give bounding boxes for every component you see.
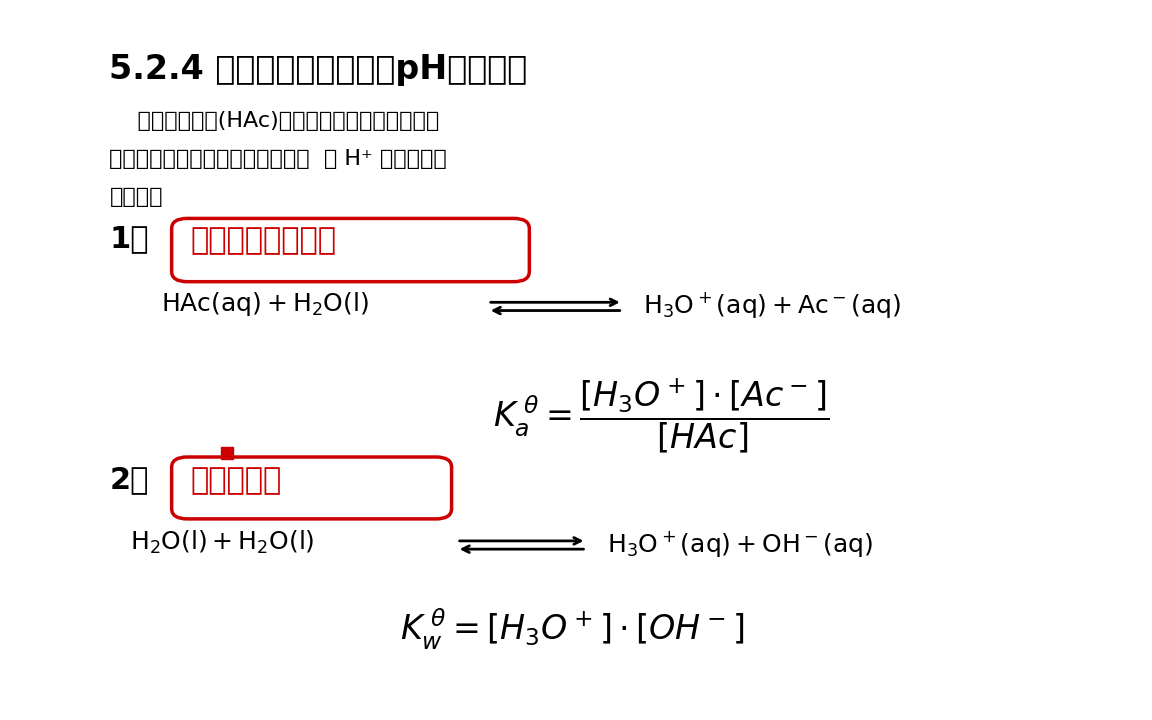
Text: 弱酸自身的离解：: 弱酸自身的离解： xyxy=(190,226,336,255)
Text: $\mathrm{HAc(aq) + H_2O(l)}$: $\mathrm{HAc(aq) + H_2O(l)}$ xyxy=(161,290,369,318)
Text: 存在着弱酸和水的两种离解平衡。  （ H⁺ ）来自于两: 存在着弱酸和水的两种离解平衡。 （ H⁺ ）来自于两 xyxy=(109,149,447,169)
Text: 1）: 1） xyxy=(109,225,149,253)
Text: $\mathrm{H_2O(l) + H_2O(l)}$: $\mathrm{H_2O(l) + H_2O(l)}$ xyxy=(130,528,314,556)
Text: $K_w^{\;\theta} = \left[H_3O^+\right]\cdot\left[OH^-\right]$: $K_w^{\;\theta} = \left[H_3O^+\right]\cd… xyxy=(400,606,744,651)
Text: 对于一元弱酸(HAc)水溶液来讲，溶液中，同时: 对于一元弱酸(HAc)水溶液来讲，溶液中，同时 xyxy=(109,111,440,131)
Text: 个方面：: 个方面： xyxy=(109,186,162,207)
Text: 2）: 2） xyxy=(109,465,149,494)
Text: $\mathrm{H_3O^+(aq) + Ac^-(aq)}$: $\mathrm{H_3O^+(aq) + Ac^-(aq)}$ xyxy=(643,290,902,320)
Text: 水的离解：: 水的离解： xyxy=(190,467,281,495)
Text: $K_a^{\;\theta} = \dfrac{\left[H_3O^+\right]\cdot\left[Ac^-\right]}{\left[HAc\ri: $K_a^{\;\theta} = \dfrac{\left[H_3O^+\ri… xyxy=(493,376,829,455)
Text: 5.2.4 一元弱酸（碱）溶液pH值的计算: 5.2.4 一元弱酸（碱）溶液pH值的计算 xyxy=(109,53,528,86)
Text: $\mathrm{H_3O^+(aq) + OH^-(aq)}$: $\mathrm{H_3O^+(aq) + OH^-(aq)}$ xyxy=(607,528,873,559)
